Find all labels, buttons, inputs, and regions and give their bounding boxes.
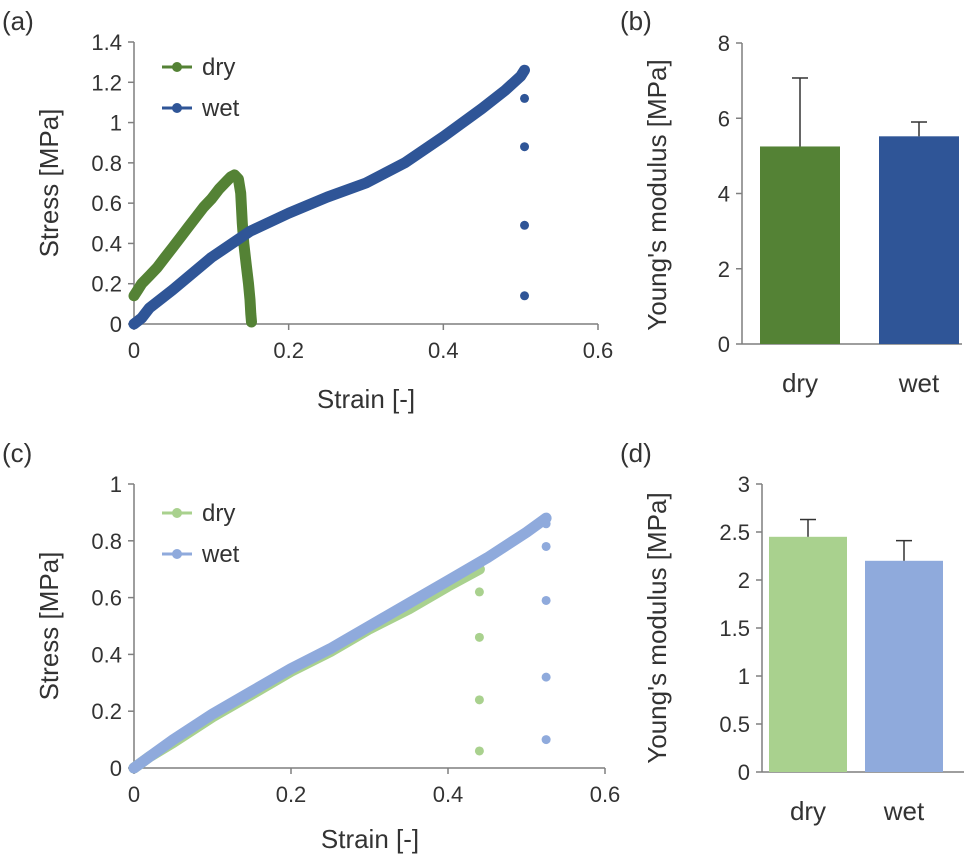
ytick-label: 8 [718,31,730,56]
legend-wet-label: wet [201,541,240,568]
legend-dry-label: dry [202,500,235,527]
ytick-label: 1.4 [91,30,122,55]
xtick-label: 0.4 [428,338,459,363]
series-wet-point [520,93,530,103]
series-dry-point [474,587,484,597]
ytick-label: 4 [718,182,730,207]
ytick-label: 0.8 [91,151,122,176]
ytick-label: 1 [738,664,750,689]
legend-wet-label: wet [201,95,240,122]
xtick-label: 0 [128,338,140,363]
ytick-label: 0.6 [91,586,122,611]
ytick-label: 1.5 [719,616,750,641]
series-wet-line [128,512,552,774]
ytick-label: 0.2 [91,699,122,724]
panel-d-ylabel: Young's modulus [MPa] [642,492,672,763]
series-dry-point [474,632,484,642]
panel-b-ylabel: Young's modulus [MPa] [642,59,672,330]
xtick-label: 0.2 [276,782,307,807]
series-wet-point [541,735,551,745]
xtick-label: 0.6 [590,782,621,807]
xtick-label: 0.4 [433,782,464,807]
ytick-label: 0.2 [91,272,122,297]
ytick-label: 2 [738,568,750,593]
xtick-label: 0.6 [583,338,614,363]
ytick-label: 0 [738,760,750,785]
ytick-label: 6 [718,106,730,131]
bar-wet [879,136,959,344]
ytick-label: 0.8 [91,529,122,554]
series-wet-point [541,672,551,682]
ytick-label: 0.4 [91,642,122,667]
panel-c-label: (c) [2,438,32,468]
xtick-label: 0 [128,782,140,807]
ytick-label: 1 [110,472,122,497]
panel-c-legend: dry wet [162,500,240,568]
ytick-label: 0 [110,756,122,781]
ytick-label: 0.6 [91,191,122,216]
category-label-wet: wet [883,796,925,826]
ytick-label: 2.5 [719,520,750,545]
series-wet-point [520,291,530,301]
legend-wet-marker [172,549,182,559]
panel-d-label: (d) [620,438,652,468]
ytick-label: 3 [738,472,750,497]
series-wet-point [520,220,530,230]
ytick-label: 1 [110,111,122,136]
ytick-label: 0 [110,312,122,337]
legend-dry-marker [172,62,182,72]
legend-dry-marker [172,508,182,518]
panel-b: (b) 0 2 4 6 8 dry wet Young's modulus [MPa] [620,6,962,398]
panel-c-xlabel: Strain [-] [321,824,419,854]
series-wet-point [541,595,551,605]
panel-a-legend: dry wet [162,54,240,122]
category-label-wet: wet [898,368,940,398]
panel-d: (d) 0 0.5 1 1.5 2 2.5 3 dry wet Young's modulus… [620,438,964,826]
ytick-label: 1.2 [91,70,122,95]
panel-b-label: (b) [620,6,652,36]
panel-a-label: (a) [2,6,34,36]
series-wet-line [128,64,530,330]
xtick-label: 0.2 [273,338,304,363]
ytick-label: 0 [718,332,730,357]
bar-dry [760,146,840,344]
panel-a-ylabel: Stress [MPa] [34,109,64,258]
ytick-label: 2 [718,257,730,282]
panel-c-ylabel: Stress [MPa] [34,552,64,701]
panel-a-xlabel: Strain [-] [317,384,415,414]
series-dry-point [474,695,484,705]
series-dry-line [128,563,485,774]
panel-c: (c) 0 0.2 0.4 0.6 0 0.2 0.4 0.6 0.8 1 dry wet St… [2,438,620,854]
category-label-dry: dry [782,368,818,398]
series-wet-point [541,519,551,529]
bar-dry [769,536,847,772]
ytick-label: 0.4 [91,231,122,256]
ytick-label: 0.5 [719,712,750,737]
legend-wet-marker [172,103,182,113]
series-dry-line [128,169,257,328]
series-wet-point [541,541,551,551]
series-dry-point [474,746,484,756]
category-label-dry: dry [790,796,826,826]
series-wet-point [520,142,530,152]
panel-a: (a) 0 0.2 0.4 0.6 0 0.2 0.4 0.6 0.8 1 1.2 1.4 dry … [2,6,613,414]
legend-dry-label: dry [202,54,235,81]
bar-wet [865,560,943,772]
